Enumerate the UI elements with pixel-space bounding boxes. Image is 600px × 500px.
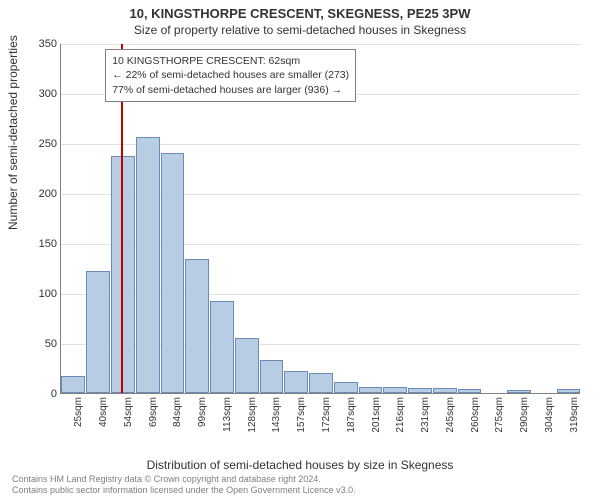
plot-area: 05010015020025030035025sqm40sqm54sqm69sq… [60, 44, 580, 394]
annotation-line: 77% of semi-detached houses are larger (… [112, 83, 349, 97]
histogram-bar [557, 389, 581, 393]
y-tick-label: 300 [27, 88, 57, 100]
y-tick-label: 0 [27, 388, 57, 400]
gridline [61, 44, 580, 45]
x-tick-label: 304sqm [544, 397, 555, 433]
y-tick-label: 50 [27, 338, 57, 350]
x-tick-label: 54sqm [123, 397, 134, 427]
x-tick-label: 40sqm [98, 397, 109, 427]
x-tick-label: 128sqm [247, 397, 258, 433]
x-tick-label: 201sqm [371, 397, 382, 433]
x-tick-label: 260sqm [470, 397, 481, 433]
y-tick-label: 350 [27, 38, 57, 50]
histogram-bar [111, 156, 135, 393]
histogram-bar [136, 137, 160, 393]
x-tick-label: 245sqm [445, 397, 456, 433]
x-tick-label: 275sqm [494, 397, 505, 433]
x-tick-label: 216sqm [395, 397, 406, 433]
x-tick-label: 84sqm [172, 397, 183, 427]
x-axis-label: Distribution of semi-detached houses by … [0, 458, 600, 472]
x-tick-label: 157sqm [296, 397, 307, 433]
x-tick-label: 172sqm [321, 397, 332, 433]
histogram-bar [408, 388, 432, 393]
y-tick-label: 100 [27, 288, 57, 300]
x-tick-label: 69sqm [148, 397, 159, 427]
histogram-bar [284, 371, 308, 393]
annotation-box: 10 KINGSTHORPE CRESCENT: 62sqm← 22% of s… [105, 49, 356, 102]
footer-line2: Contains public sector information licen… [12, 485, 356, 496]
x-tick-label: 113sqm [222, 397, 233, 432]
x-tick-label: 143sqm [271, 397, 282, 433]
histogram-bar [458, 389, 482, 393]
footer-attribution: Contains HM Land Registry data © Crown c… [12, 474, 356, 496]
y-axis-label: Number of semi-detached properties [6, 35, 20, 230]
histogram-bar [334, 382, 358, 393]
histogram-bar [86, 271, 110, 393]
x-tick-label: 99sqm [197, 397, 208, 427]
x-tick-label: 187sqm [346, 397, 357, 433]
x-tick-label: 231sqm [420, 397, 431, 433]
y-tick-label: 150 [27, 238, 57, 250]
histogram-bar [185, 259, 209, 393]
histogram-bar [359, 387, 383, 393]
histogram-bar [383, 387, 407, 393]
chart-title-sub: Size of property relative to semi-detach… [0, 21, 600, 37]
histogram-bar [433, 388, 457, 393]
histogram-bar [507, 390, 531, 393]
footer-line1: Contains HM Land Registry data © Crown c… [12, 474, 356, 485]
chart-inner: 05010015020025030035025sqm40sqm54sqm69sq… [60, 44, 580, 394]
x-tick-label: 25sqm [73, 397, 84, 427]
annotation-line: ← 22% of semi-detached houses are smalle… [112, 68, 349, 82]
histogram-bar [61, 376, 85, 393]
x-tick-label: 290sqm [519, 397, 530, 433]
x-tick-label: 319sqm [569, 397, 580, 433]
annotation-line: 10 KINGSTHORPE CRESCENT: 62sqm [112, 54, 349, 68]
histogram-bar [260, 360, 284, 393]
histogram-bar [161, 153, 185, 393]
histogram-bar [210, 301, 234, 393]
y-tick-label: 250 [27, 138, 57, 150]
histogram-bar [235, 338, 259, 393]
histogram-bar [309, 373, 333, 393]
chart-title-main: 10, KINGSTHORPE CRESCENT, SKEGNESS, PE25… [0, 0, 600, 21]
y-tick-label: 200 [27, 188, 57, 200]
